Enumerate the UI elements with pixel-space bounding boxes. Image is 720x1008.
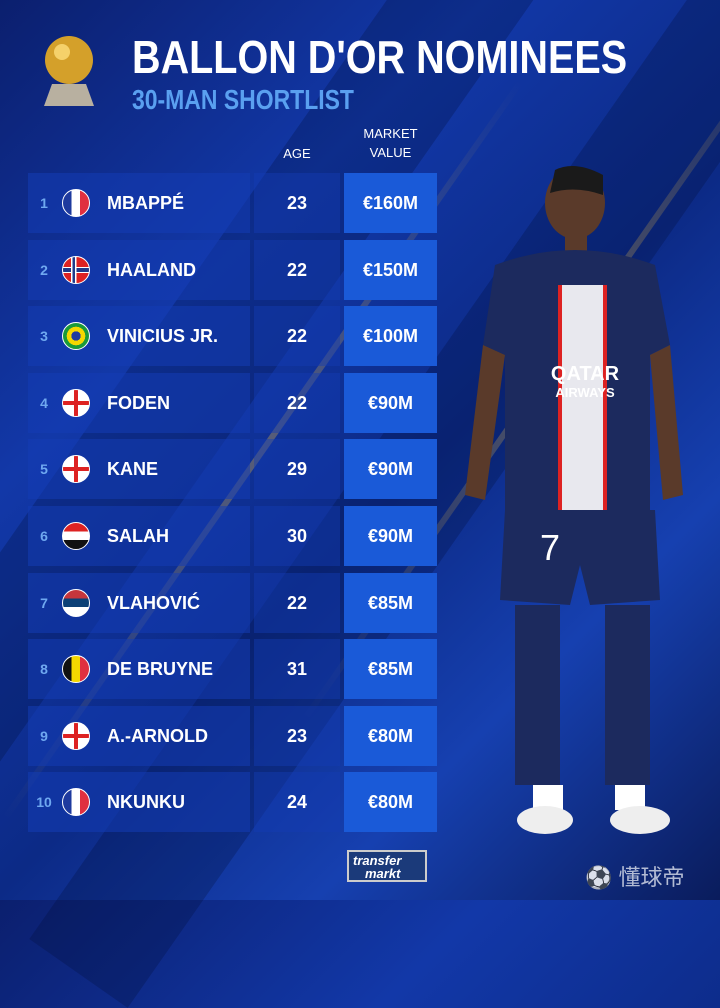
rank-number: 10 — [36, 794, 52, 811]
player-name-cell: 2 HAALAND — [28, 239, 250, 300]
rank-number: 1 — [40, 195, 48, 211]
rank-number: 9 — [40, 727, 48, 744]
rank-number: 6 — [40, 528, 48, 544]
england-flag-icon — [62, 388, 90, 417]
player-row: 2 HAALAND 22 €150M — [28, 239, 438, 300]
logo-line1: transfer — [353, 853, 402, 868]
football-icon: ⚽ — [585, 865, 613, 890]
age-column-header: AGE — [283, 146, 311, 161]
player-name: HAALAND — [107, 259, 196, 280]
player-age: 22 — [254, 239, 340, 300]
page-subtitle: 30-MAN SHORTLIST — [132, 84, 354, 115]
player-row: 5 KANE 29 €90M — [28, 439, 438, 500]
player-age: 23 — [254, 705, 340, 766]
player-name: FODEN — [107, 392, 170, 413]
sponsor-text-2: AIRWAYS — [555, 385, 615, 400]
player-age: 23 — [254, 173, 340, 233]
player-row: 3 VINICIUS JR. 22 €100M — [28, 306, 438, 367]
watermark-text: 懂球帝 — [618, 865, 685, 890]
market-value-column-header: MARKET VALUE — [344, 124, 437, 162]
player-market-value: €90M — [344, 506, 437, 566]
player-market-value: €100M — [344, 306, 437, 367]
player-name: A.-ARNOLD — [107, 725, 208, 746]
player-name-cell: 5 KANE — [28, 439, 250, 500]
shirt-number: 7 — [540, 527, 560, 568]
england-flag-icon — [62, 721, 90, 750]
player-age: 22 — [254, 306, 340, 367]
player-market-value: €85M — [344, 639, 437, 700]
player-name-cell: 3 VINICIUS JR. — [28, 306, 250, 367]
player-name-cell: 10 NKUNKU — [28, 772, 250, 833]
brazil-flag-icon — [62, 322, 90, 351]
player-name: DE BRUYNE — [107, 659, 214, 680]
transfermarkt-logo: transfer markt — [347, 850, 427, 882]
player-market-value: €150M — [344, 239, 437, 300]
player-name-cell: 6 SALAH — [28, 506, 250, 566]
player-name-cell: 9 A.-ARNOLD — [28, 705, 250, 766]
player-row: 6 SALAH 30 €90M — [28, 506, 438, 566]
player-name: NKUNKU — [107, 792, 185, 813]
page-title: BALLON D'OR NOMINEES — [132, 31, 628, 83]
player-age: 22 — [254, 572, 340, 633]
market-value-header-line1: MARKET — [363, 126, 418, 141]
player-market-value: €160M — [344, 173, 437, 233]
player-age: 22 — [254, 372, 340, 433]
player-row: 1 MBAPPÉ 23 €160M — [28, 173, 438, 233]
norway-flag-icon — [62, 255, 90, 284]
dongqiudi-watermark: ⚽ 懂球帝 — [585, 860, 685, 892]
player-age: 31 — [254, 639, 340, 700]
player-photo: QATAR AIRWAYS 7 — [465, 166, 683, 834]
player-age: 24 — [254, 772, 340, 833]
player-name: VINICIUS JR. — [107, 326, 219, 347]
player-row: 9 A.-ARNOLD 23 €80M — [28, 705, 438, 766]
player-name-cell: 8 DE BRUYNE — [28, 639, 250, 700]
player-market-value: €80M — [344, 705, 437, 766]
rank-number: 5 — [40, 461, 48, 478]
player-row: 8 DE BRUYNE 31 €85M — [28, 639, 438, 700]
player-name-cell: 1 MBAPPÉ — [28, 173, 250, 233]
market-value-header-line2: VALUE — [369, 145, 412, 160]
player-name-cell: 7 VLAHOVIĆ — [28, 572, 250, 633]
player-row: 7 VLAHOVIĆ 22 €85M — [28, 572, 438, 633]
ballon-dor-trophy-icon — [44, 36, 94, 106]
player-name: KANE — [107, 459, 159, 480]
france-flag-icon — [62, 189, 90, 217]
logo-line2: markt — [365, 866, 401, 881]
player-name: SALAH — [107, 526, 169, 546]
serbia-flag-icon — [62, 588, 90, 617]
player-market-value: €90M — [344, 372, 437, 433]
player-row: 4 FODEN 22 €90M — [28, 372, 438, 433]
egypt-flag-icon — [62, 522, 90, 550]
belgium-flag-icon — [62, 655, 90, 684]
player-name-cell: 4 FODEN — [28, 372, 250, 433]
rank-number: 2 — [40, 261, 48, 278]
sponsor-text-1: QATAR — [551, 363, 620, 385]
england-flag-icon — [62, 455, 90, 484]
rank-number: 4 — [40, 394, 48, 411]
player-market-value: €90M — [344, 439, 437, 500]
player-market-value: €85M — [344, 572, 437, 633]
rank-number: 7 — [40, 594, 48, 611]
player-row: 10 NKUNKU 24 €80M — [28, 772, 438, 833]
france-flag-icon — [62, 788, 90, 817]
rank-number: 3 — [40, 328, 48, 345]
player-market-value: €80M — [344, 772, 437, 833]
rank-number: 8 — [40, 661, 48, 678]
player-age: 29 — [254, 439, 340, 500]
player-name: VLAHOVIĆ — [107, 592, 201, 613]
player-age: 30 — [254, 506, 340, 566]
player-name: MBAPPÉ — [107, 193, 185, 213]
